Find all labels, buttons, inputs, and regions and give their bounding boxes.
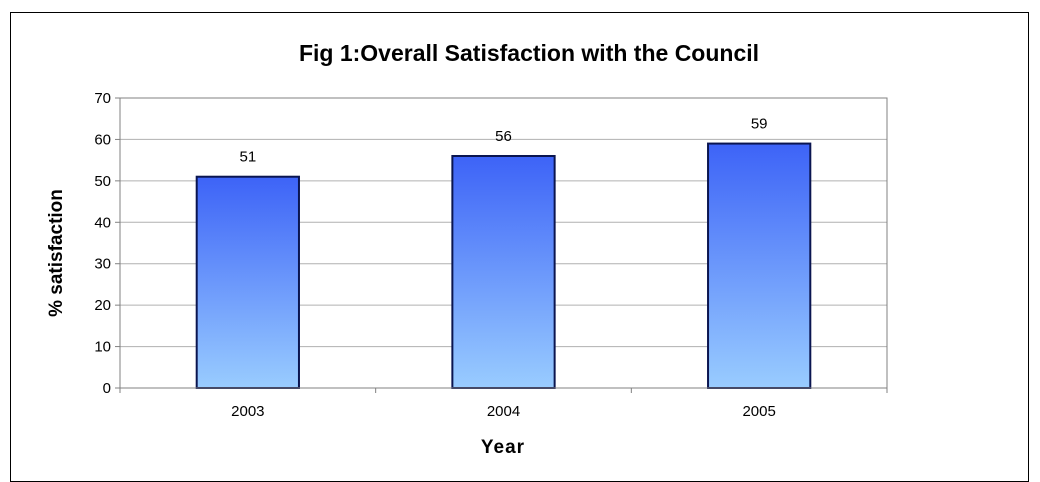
y-tick-label: 30 [94, 256, 111, 273]
x-axis-ticks: 2003 2004 2005 [119, 388, 888, 420]
y-axis-title: % satisfaction [46, 189, 67, 317]
bar-2005 [707, 142, 812, 389]
y-tick-label: 70 [94, 90, 111, 107]
y-tick-label: 10 [94, 339, 111, 356]
y-tick-label: 0 [103, 380, 111, 397]
chart-frame: Fig 1:Overall Satisfaction with the Coun… [10, 12, 1029, 482]
x-axis-title: Year [481, 437, 525, 458]
x-tick-label: 2003 [231, 403, 264, 420]
y-tick-label: 40 [94, 214, 111, 231]
bar-2004 [451, 155, 556, 389]
y-axis-ticks: 0 10 20 30 40 50 60 70 [94, 90, 120, 397]
data-labels: 51 56 59 [239, 116, 767, 166]
bar-chart: Fig 1:Overall Satisfaction with the Coun… [46, 40, 888, 458]
y-tick-label: 50 [94, 173, 111, 190]
data-label: 56 [495, 128, 512, 145]
chart-title: Fig 1:Overall Satisfaction with the Coun… [299, 40, 759, 66]
x-tick-label: 2004 [487, 403, 520, 420]
x-tick-label: 2005 [742, 403, 775, 420]
bar-2003 [195, 175, 300, 389]
bars [195, 142, 812, 389]
data-label: 59 [751, 116, 768, 133]
data-label: 51 [239, 149, 256, 166]
y-tick-label: 20 [94, 297, 111, 314]
y-tick-label: 60 [94, 131, 111, 148]
